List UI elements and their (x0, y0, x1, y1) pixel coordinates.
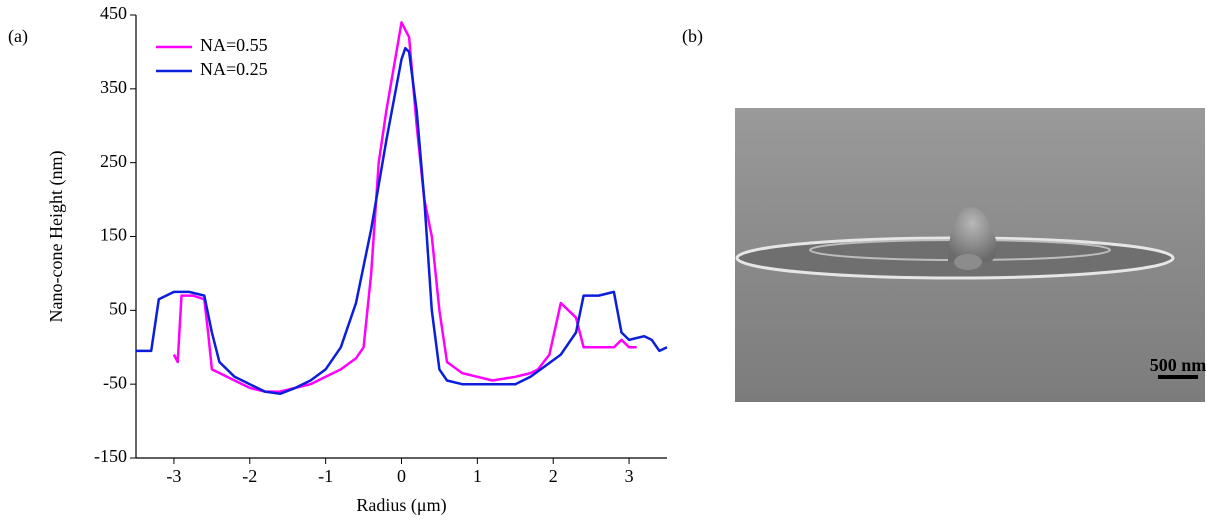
panel-label: (a) (8, 26, 28, 47)
x-tick-label: 0 (397, 466, 406, 486)
y-tick-label: 50 (109, 298, 127, 318)
scale-bar-label: 500 nm (1150, 355, 1207, 375)
cone-base (954, 254, 982, 270)
data-line (172, 21, 637, 393)
legend-label: NA=0.55 (200, 35, 268, 55)
y-axis-label: Nano-cone Height (nm) (46, 151, 67, 323)
x-tick-label: -2 (242, 466, 257, 486)
x-tick-label: 2 (549, 466, 558, 486)
data-line (136, 46, 668, 396)
x-tick-label: 1 (473, 466, 482, 486)
panel-label: (b) (682, 26, 703, 47)
nano-cone (948, 207, 997, 262)
x-axis-label: Radius (μm) (356, 495, 446, 516)
y-tick-label: 450 (100, 3, 127, 23)
x-tick-label: -3 (166, 466, 181, 486)
y-tick-label: -150 (94, 446, 127, 466)
x-tick-label: 3 (625, 466, 634, 486)
sem-image: 500 nm (735, 108, 1206, 402)
chart: -150 -50 50 150 250 350 450 -3 -2 -1 0 1 2 3 Radius (μ… (46, 3, 668, 516)
y-tick-label: 350 (100, 77, 127, 97)
legend-label: NA=0.25 (200, 59, 268, 79)
y-tick-label: -50 (103, 372, 127, 392)
y-tick-label: 250 (100, 151, 127, 171)
y-tick-label: 150 (100, 225, 127, 245)
x-tick-label: -1 (318, 466, 333, 486)
